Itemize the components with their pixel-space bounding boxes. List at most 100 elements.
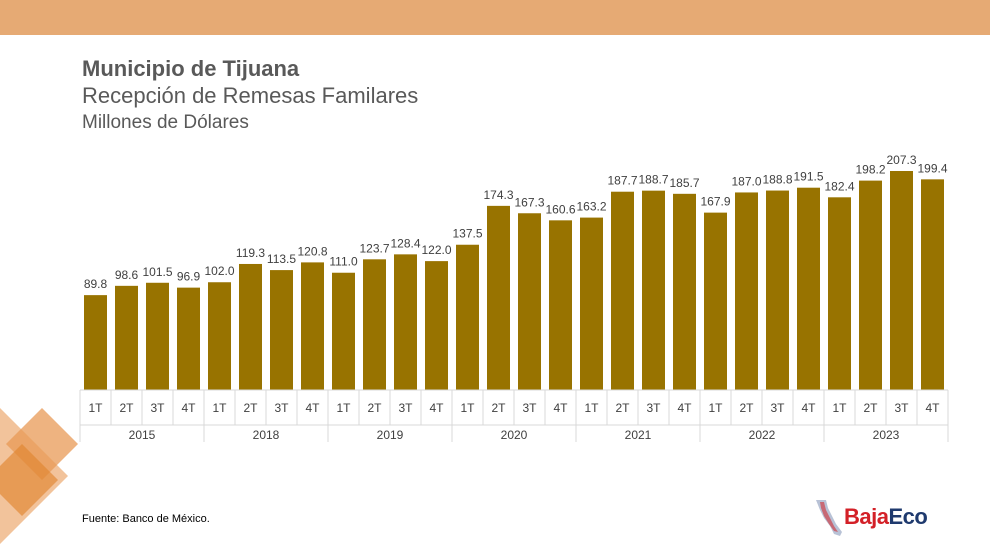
x-tick-label-year: 2019 (377, 428, 404, 442)
x-tick-label-quarter: 2T (119, 401, 134, 415)
chart-title: Municipio de Tijuana (82, 56, 300, 81)
x-tick-label-quarter: 2T (367, 401, 382, 415)
data-label: 187.0 (731, 174, 761, 188)
bar (921, 179, 944, 390)
bar (177, 287, 200, 390)
x-tick-label-quarter: 1T (336, 401, 351, 415)
data-label: 89.8 (84, 277, 108, 291)
data-label: 111.0 (329, 255, 358, 269)
x-tick-label-quarter: 1T (88, 401, 103, 415)
bar (270, 270, 293, 390)
bar (146, 282, 169, 390)
bajaeco-logo: BajaEco (812, 498, 962, 538)
data-label: 191.5 (793, 170, 823, 184)
data-label: 199.4 (917, 161, 947, 175)
data-label: 101.5 (142, 265, 172, 279)
data-label: 113.5 (267, 252, 296, 266)
bar (766, 190, 789, 390)
bar (797, 187, 820, 390)
bar (890, 171, 913, 390)
x-tick-label-quarter: 4T (305, 401, 320, 415)
x-tick-label-quarter: 3T (522, 401, 537, 415)
bar (704, 212, 727, 390)
x-tick-label-quarter: 4T (553, 401, 568, 415)
x-tick-label-quarter: 3T (894, 401, 909, 415)
x-tick-label-quarter: 2T (863, 401, 878, 415)
x-tick-label-quarter: 2T (615, 401, 630, 415)
data-label: 187.7 (607, 174, 637, 188)
x-tick-label-quarter: 3T (770, 401, 785, 415)
x-tick-label-year: 2020 (501, 428, 528, 442)
x-tick-label-year: 2015 (129, 428, 156, 442)
data-label: 123.7 (359, 241, 389, 255)
bar (363, 259, 386, 390)
data-label: 188.8 (762, 173, 792, 187)
x-tick-label-quarter: 4T (801, 401, 816, 415)
data-label: 167.9 (700, 195, 730, 209)
x-tick-label-quarter: 1T (708, 401, 723, 415)
data-label: 102.0 (204, 264, 234, 278)
x-tick-label-quarter: 3T (646, 401, 661, 415)
x-tick-label-quarter: 1T (460, 401, 475, 415)
x-tick-label-quarter: 4T (429, 401, 444, 415)
bar (208, 282, 231, 390)
bar (549, 220, 572, 390)
bar (301, 262, 324, 390)
data-label: 182.4 (824, 179, 854, 193)
bar (828, 197, 851, 390)
x-tick-label-quarter: 1T (212, 401, 227, 415)
x-tick-label-quarter: 3T (150, 401, 165, 415)
bar (425, 261, 448, 390)
data-label: 98.6 (115, 268, 139, 282)
bar (735, 192, 758, 390)
x-tick-label-quarter: 2T (243, 401, 258, 415)
data-label: 188.7 (638, 173, 668, 187)
data-label: 198.2 (855, 163, 885, 177)
top-band (0, 0, 990, 35)
data-label: 185.7 (669, 176, 699, 190)
x-tick-label-quarter: 4T (181, 401, 196, 415)
x-tick-label-quarter: 4T (677, 401, 692, 415)
logo-text-baja: Baja (844, 504, 889, 529)
chart-units: Millones de Dólares (82, 112, 249, 133)
x-tick-label-quarter: 3T (274, 401, 289, 415)
bar (394, 254, 417, 390)
data-label: 120.8 (297, 244, 327, 258)
data-label: 167.3 (514, 195, 544, 209)
data-label: 174.3 (483, 188, 513, 202)
bar (84, 295, 107, 390)
baja-peninsula-icon (816, 500, 842, 536)
x-tick-label-quarter: 2T (739, 401, 754, 415)
data-label: 160.6 (545, 202, 575, 216)
bar (487, 205, 510, 390)
data-label: 122.0 (421, 243, 451, 257)
data-label: 128.4 (390, 236, 420, 250)
x-tick-label-year: 2022 (749, 428, 776, 442)
bar (239, 263, 262, 390)
source-note: Fuente: Banco de México. (82, 513, 210, 525)
bar (580, 217, 603, 390)
logo-wordmark: BajaEco (844, 504, 928, 530)
x-tick-label-year: 2021 (625, 428, 652, 442)
bar (859, 180, 882, 390)
x-tick-label-quarter: 1T (584, 401, 599, 415)
data-label: 137.5 (452, 227, 482, 241)
bar (611, 191, 634, 390)
x-tick-label-quarter: 1T (832, 401, 847, 415)
bar (115, 285, 138, 390)
data-label: 119.3 (236, 246, 265, 260)
x-tick-label-year: 2023 (873, 428, 900, 442)
bar (673, 193, 696, 390)
data-label: 96.9 (177, 270, 201, 284)
data-label: 207.3 (886, 153, 916, 167)
x-tick-label-quarter: 3T (398, 401, 413, 415)
bar (518, 213, 541, 390)
x-tick-label-quarter: 2T (491, 401, 506, 415)
x-tick-label-quarter: 4T (925, 401, 940, 415)
data-label: 163.2 (576, 200, 606, 214)
logo-text-eco: Eco (888, 504, 928, 529)
bar (332, 272, 355, 390)
bar (642, 190, 665, 390)
chart-subtitle: Recepción de Remesas Familares (82, 83, 419, 108)
